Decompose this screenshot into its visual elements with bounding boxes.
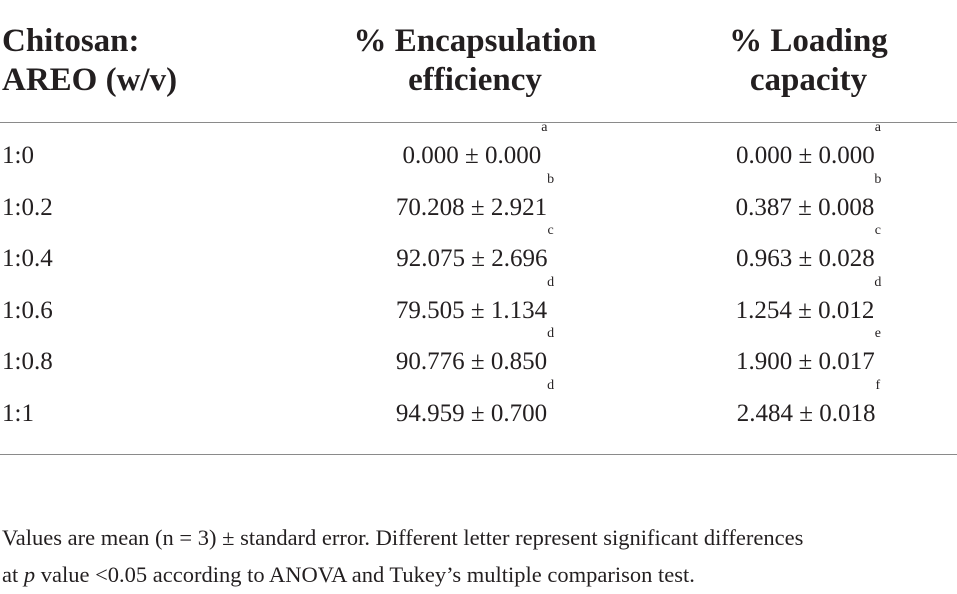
- ee-cell: 70.208 ± 2.921 b: [290, 172, 660, 234]
- lc-significance-letter: e: [874, 326, 881, 341]
- table-row: 1:0.4 92.075 ± 2.696 c 0.963 ± 0.028 c: [0, 224, 957, 285]
- ee-significance-letter: a: [541, 120, 548, 135]
- ee-significance-letter: d: [547, 377, 555, 393]
- lc-cell: 0.387 ± 0.008 b: [660, 172, 957, 234]
- header-encapsulation-efficiency: % Encapsulation efficiency: [290, 0, 660, 123]
- ee-cell: 90.776 ± 0.850 d: [290, 327, 660, 388]
- table-row: 1:0.8 90.776 ± 0.850 d 1.900 ± 0.017 e: [0, 327, 957, 388]
- data-table-container: Chitosan: AREO (w/v) % Encapsulation eff…: [0, 0, 957, 455]
- footnote-line1: Values are mean (n = 3) ± standard error…: [2, 525, 804, 550]
- lc-value: 0.387 ± 0.008: [735, 193, 875, 221]
- lc-value: 1.900 ± 0.017: [736, 348, 875, 375]
- table-row: [0, 123, 957, 131]
- header-ee-line2: efficiency: [408, 62, 542, 98]
- ratio-cell: 1:0.4: [2, 245, 53, 272]
- ee-value: 79.505 ± 1.134: [395, 296, 548, 324]
- ee-cell: 92.075 ± 2.696 c: [290, 224, 660, 285]
- lc-significance-letter: f: [875, 377, 881, 393]
- lc-value: 2.484 ± 0.018: [736, 399, 876, 427]
- ratio-cell: 1:0.8: [2, 348, 53, 375]
- lc-cell: 1.900 ± 0.017 e: [660, 327, 957, 388]
- header-ratio-line1: Chitosan:: [2, 23, 140, 59]
- ee-value: 94.959 ± 0.700: [395, 399, 548, 427]
- ratio-cell: 1:1: [2, 399, 34, 427]
- header-lc-line1: % Loading: [729, 23, 888, 59]
- lc-cell: 0.963 ± 0.028 c: [660, 224, 957, 285]
- ee-significance-letter: d: [547, 326, 555, 341]
- ee-value: 70.208 ± 2.921: [395, 193, 548, 221]
- header-lc-line2: capacity: [749, 62, 868, 98]
- header-loading-capacity: % Loading capacity: [660, 0, 957, 123]
- table-row: 1:0.6 79.505 ± 1.134 d 1.254 ± 0.012 d: [0, 275, 957, 337]
- lc-cell: 2.484 ± 0.018 f: [660, 378, 957, 455]
- lc-significance-letter: d: [874, 274, 882, 290]
- table-row: 1:0 0.000 ± 0.000 a 0.000 ± 0.000 a: [0, 121, 957, 182]
- table-body: 1:0 0.000 ± 0.000 a 0.000 ± 0.000 a 1:0.2 …: [0, 121, 957, 455]
- footnote-line2-prefix: at: [2, 562, 24, 587]
- lc-cell: 1.254 ± 0.012 d: [660, 275, 957, 337]
- table-row: 1:0.2 70.208 ± 2.921 b 0.387 ± 0.008 b: [0, 172, 957, 234]
- ee-value: 92.075 ± 2.696: [396, 245, 548, 272]
- ee-cell: 79.505 ± 1.134 d: [290, 275, 660, 337]
- footnote-p-italic: p: [23, 562, 36, 587]
- ee-cell: 0.000 ± 0.000 a: [290, 121, 660, 182]
- lc-significance-letter: b: [874, 171, 882, 187]
- lc-significance-letter: a: [874, 120, 881, 135]
- header-ee-line1: % Encapsulation: [353, 23, 597, 59]
- header-row: Chitosan: AREO (w/v) % Encapsulation eff…: [0, 0, 957, 123]
- header-ratio: Chitosan: AREO (w/v): [0, 0, 290, 123]
- ratio-cell: 1:0.6: [2, 296, 53, 324]
- lc-value: 0.000 ± 0.000: [736, 142, 875, 169]
- ee-significance-letter: b: [547, 171, 555, 187]
- table-header: Chitosan: AREO (w/v) % Encapsulation eff…: [0, 0, 957, 123]
- ee-significance-letter: c: [547, 223, 554, 238]
- ee-significance-letter: d: [547, 274, 555, 290]
- lc-significance-letter: c: [874, 223, 881, 238]
- encapsulation-table: Chitosan: AREO (w/v) % Encapsulation eff…: [0, 0, 957, 455]
- ratio-cell: 1:0.2: [2, 193, 53, 221]
- table-footnote: Values are mean (n = 3) ± standard error…: [2, 519, 952, 593]
- ee-value: 90.776 ± 0.850: [395, 348, 548, 375]
- ee-value: 0.000 ± 0.000: [402, 142, 542, 169]
- footnote-line2-suffix: value <0.05 according to ANOVA and Tukey…: [35, 562, 695, 587]
- lc-cell: 0.000 ± 0.000 a: [660, 121, 957, 182]
- lc-value: 0.963 ± 0.028: [736, 245, 875, 272]
- lc-value: 1.254 ± 0.012: [735, 296, 875, 324]
- ratio-cell: 1:0: [2, 142, 34, 169]
- ee-cell: 94.959 ± 0.700 d: [290, 378, 660, 455]
- table-row: 1:1 94.959 ± 0.700 d 2.484 ± 0.018 f: [0, 378, 957, 455]
- header-ratio-line2: AREO (w/v): [2, 62, 178, 98]
